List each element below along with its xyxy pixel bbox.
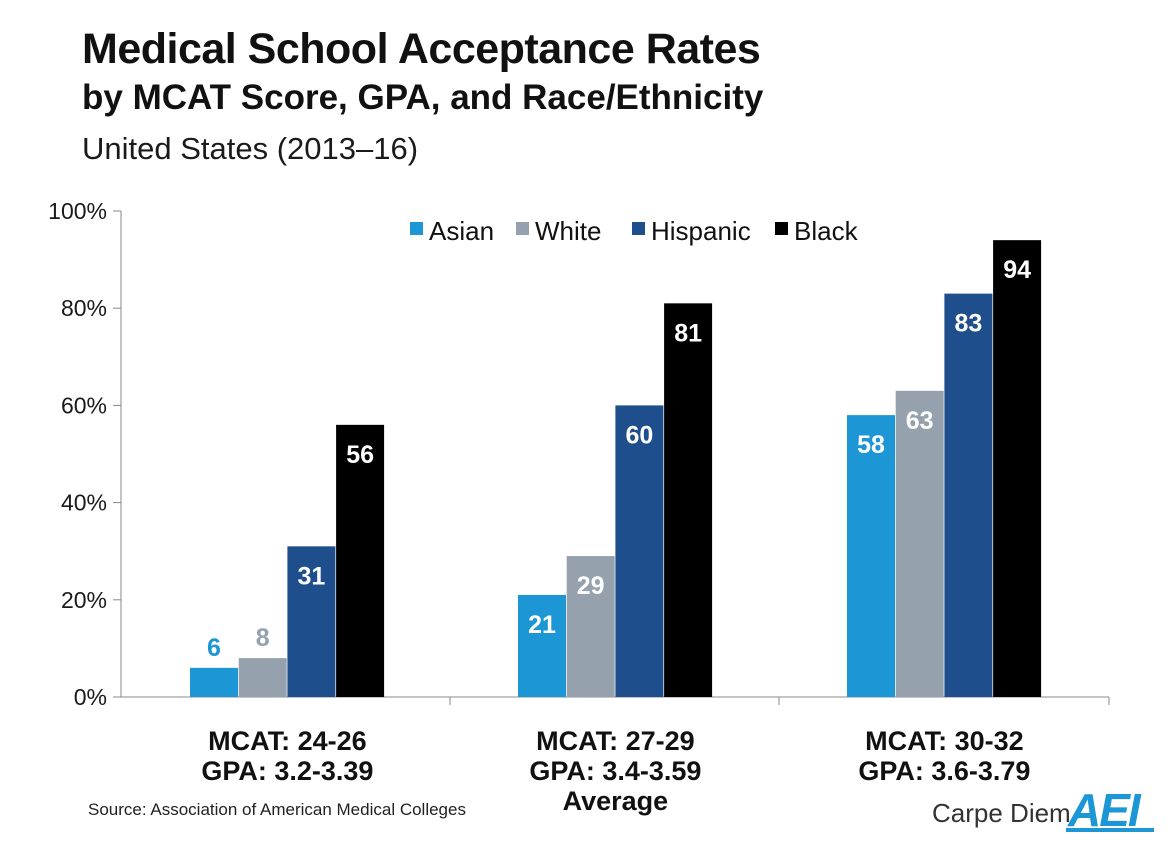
data-label: 83 (954, 310, 982, 338)
data-label: 31 (297, 562, 325, 590)
bar-asian (190, 667, 238, 697)
legend-swatch-white (516, 222, 529, 235)
y-tick-label: 40% (61, 490, 107, 516)
x-category-label: GPA: 3.6-3.79 (858, 756, 1030, 786)
data-label: 6 (207, 634, 221, 662)
x-category-label: Average (563, 786, 669, 816)
data-label: 8 (256, 624, 270, 652)
legend-label-hispanic: Hispanic (651, 216, 751, 246)
brand-name: Carpe Diem (932, 798, 1071, 828)
bar-black (664, 303, 713, 697)
x-category-label: MCAT: 30-32 (865, 726, 1024, 756)
aei-logo: AEI (1066, 784, 1154, 836)
data-label: 63 (906, 407, 934, 435)
bar-asian (518, 594, 566, 697)
legend-swatch-black (775, 222, 788, 235)
bar-hispanic (615, 405, 664, 697)
chart-subtitle: by MCAT Score, GPA, and Race/Ethnicity (82, 78, 764, 117)
x-category-label: GPA: 3.4-3.59 (529, 756, 701, 786)
bar-hispanic (944, 293, 993, 697)
data-label: 58 (857, 431, 885, 459)
source-note: Source: Association of American Medical … (88, 800, 466, 819)
aei-logo-text: AEI (1067, 784, 1142, 836)
data-label: 29 (577, 572, 605, 600)
bar-white (895, 390, 944, 697)
data-label: 21 (528, 611, 556, 639)
y-tick-label: 0% (74, 684, 107, 710)
y-tick-label: 60% (61, 392, 107, 418)
legend-swatch-asian (410, 222, 423, 235)
y-tick-label: 20% (61, 587, 107, 613)
x-category-label: GPA: 3.2-3.39 (201, 756, 373, 786)
data-label: 81 (674, 319, 702, 347)
x-category-label: MCAT: 27-29 (536, 726, 695, 756)
bar-black (993, 240, 1042, 697)
legend-label-asian: Asian (429, 216, 494, 246)
bar-asian (847, 415, 895, 697)
y-tick-label: 100% (48, 198, 107, 224)
bar-white (566, 556, 615, 697)
data-label: 56 (346, 441, 374, 469)
chart-date-range: United States (2013–16) (82, 131, 419, 166)
legend-swatch-hispanic (632, 222, 645, 235)
bar-white (238, 658, 287, 697)
data-label: 94 (1003, 256, 1031, 284)
bar-black (336, 424, 385, 697)
y-tick-label: 80% (61, 295, 107, 321)
data-label: 60 (625, 421, 653, 449)
x-category-label: MCAT: 24-26 (208, 726, 367, 756)
legend-label-white: White (535, 216, 601, 246)
bar-hispanic (287, 546, 336, 697)
chart-title: Medical School Acceptance Rates (82, 25, 761, 73)
legend-label-black: Black (794, 216, 859, 246)
